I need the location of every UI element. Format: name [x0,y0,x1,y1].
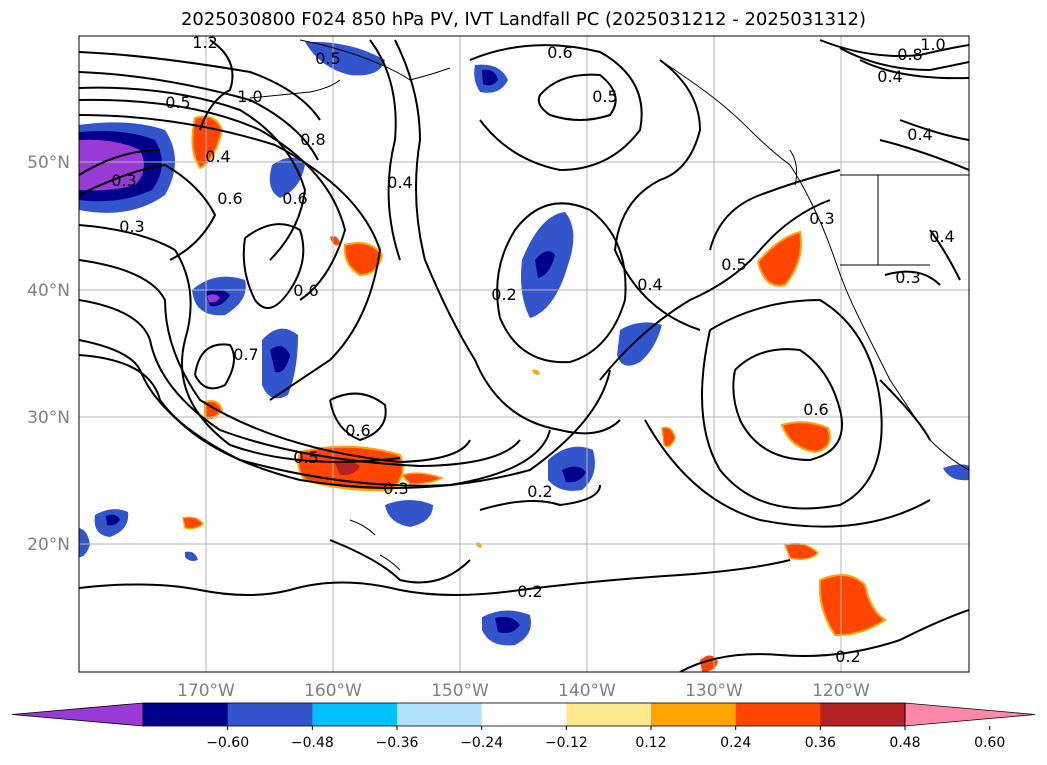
contour-label: 0.6 [293,281,318,300]
colorbar-tick-label: −0.12 [545,735,588,751]
lat-label: 30°N [27,408,70,428]
contour-label: 0.4 [387,173,412,192]
pv-fill-layer [79,41,969,672]
map-title: 2025030800 F024 850 hPa PV, IVT Landfall… [180,9,867,30]
colorbar-tick-label: 0.48 [889,735,920,751]
colorbar-segment [566,703,652,726]
contour-label-layer: 1.2 1.0 0.5 0.8 0.6 0.4 0.5 0.3 0.6 0.3 … [111,33,954,666]
contour-label: 0.4 [637,275,662,294]
contour-label: 0.6 [547,43,572,62]
contour-label: 0.4 [877,67,902,86]
colorbar-segment [651,703,737,726]
colorbar-extend-max [904,702,1036,727]
lon-label: 160°W [304,681,362,701]
colorbar-tick-label: −0.36 [376,735,419,751]
lon-label: 120°W [812,681,870,701]
map-frame [78,35,970,673]
contour-label: 0.4 [907,125,932,144]
colorbar-frame [142,702,906,727]
contour-label: 0.3 [895,268,920,287]
colorbar-tick-label: 0.36 [805,735,836,751]
contour-label: 1.0 [237,87,262,106]
colorbar-segment [227,703,313,726]
coastlines [249,39,969,571]
colorbar: −0.60 −0.48 −0.36 −0.24 −0.12 0.12 0.24 0.36 0.4… [11,702,1036,751]
contour-label: 0.2 [527,482,552,501]
contour-label: 0.2 [517,582,542,601]
colorbar-extend-min [11,702,144,727]
contour-label: 0.3 [809,209,834,228]
colorbar-segments [11,702,1036,727]
colorbar-tick-label: −0.24 [460,735,503,751]
colorbar-segment [397,703,483,726]
contour-label: 0.8 [897,45,922,64]
lon-label: 140°W [558,681,616,701]
lon-label: 150°W [431,681,489,701]
contour-label: 0.2 [835,647,860,666]
contour-label: 0.5 [592,87,617,106]
lat-label: 20°N [27,535,70,555]
contour-label: 0.6 [217,189,242,208]
contour-label: 0.5 [721,255,746,274]
contour-label: 0.2 [491,285,516,304]
contour-label: 0.7 [233,345,258,364]
map-axis-labels: 50°N 40°N 30°N 20°N 170°W 160°W 150°W 14… [27,153,870,701]
contour-label: 1.2 [192,33,217,52]
contour-label: 0.6 [345,421,370,440]
contour-label: 0.3 [383,479,408,498]
map-area [79,36,969,672]
lon-label: 170°W [177,681,235,701]
colorbar-ticks: −0.60 −0.48 −0.36 −0.24 −0.12 0.12 0.24 0.36 0.4… [206,726,1005,751]
colorbar-segment [481,703,567,726]
colorbar-tick-label: −0.60 [206,735,249,751]
colorbar-segment [735,703,821,726]
colorbar-segment [820,703,906,726]
contour-label: 0.4 [205,147,230,166]
contour-label: 0.6 [803,400,828,419]
contour-label: 0.5 [315,49,340,68]
contour-label: 0.3 [119,217,144,236]
colorbar-tick-label: 0.60 [974,735,1005,751]
colorbar-segment [312,703,398,726]
colorbar-tick-label: −0.48 [291,735,334,751]
lon-label: 130°W [685,681,743,701]
contour-label: 0.4 [929,227,954,246]
contour-label: 0.3 [111,171,136,190]
colorbar-tick-label: 0.24 [720,735,751,751]
ivt-contours [79,39,969,672]
contour-label: 0.5 [293,448,318,467]
lat-label: 50°N [27,153,70,173]
contour-label: 0.6 [282,189,307,208]
lat-label: 40°N [27,281,70,301]
contour-label: 0.5 [165,93,190,112]
colorbar-tick-label: 0.12 [635,735,666,751]
contour-label: 1.0 [920,35,945,54]
colorbar-segment [143,703,229,726]
contour-label: 0.8 [300,130,325,149]
